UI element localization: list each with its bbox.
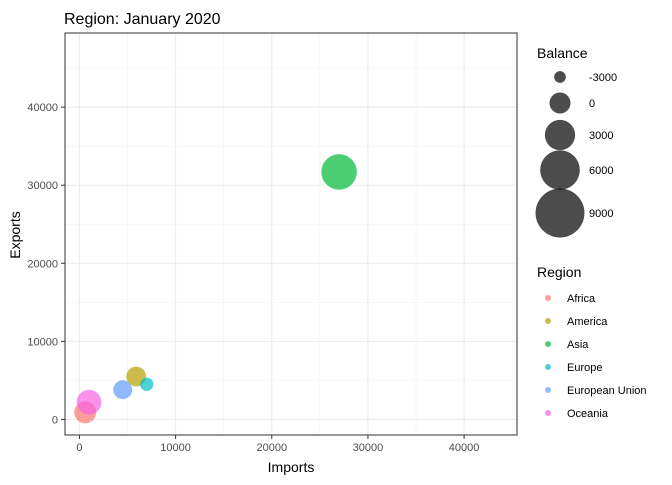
color-legend-key [545,410,551,416]
x-tick-label: 10000 [160,442,191,454]
chart-title: Region: January 2020 [64,11,221,28]
x-axis-label: Imports [268,459,315,475]
color-legend-key [545,295,551,301]
color-legend-key [545,341,551,347]
y-axis-label: Exports [7,211,23,258]
y-tick-label: 0 [52,414,58,426]
size-legend-title: Balance [537,45,588,61]
size-legend-key [549,92,571,114]
size-legend-label: 0 [589,98,595,110]
color-legend-label: Europe [567,362,602,374]
size-legend-key [544,119,576,151]
size-legend-key [554,71,566,83]
color-legend-title: Region [537,264,581,280]
size-legend-label: 3000 [589,130,613,142]
data-point-european-union [113,380,133,400]
x-tick-label: 0 [76,442,82,454]
y-tick-label: 30000 [27,180,58,192]
x-tick-label: 30000 [353,442,384,454]
x-tick-label: 20000 [256,442,287,454]
data-point-oceania [76,389,102,415]
size-legend-label: 6000 [589,165,613,177]
plot-border [64,32,518,436]
color-legend-label: European Union [567,385,647,397]
size-legend-label: 9000 [589,208,613,220]
y-tick-label: 40000 [27,102,58,114]
color-legend-key [545,387,551,393]
y-tick-label: 20000 [27,258,58,270]
color-legend-label: America [567,316,608,328]
plot-area: 0 10000 20000 30000 40000 0 10000 20000 30000 400… [27,32,518,454]
size-legend-key [540,150,580,190]
data-point-asia [321,154,357,190]
color-legend-label: Oceania [567,408,609,420]
color-legend-key [545,364,551,370]
color-legend-label: Africa [567,293,596,305]
legend: Balance Region -3000 0 3000 6000 9000 Africa A… [535,45,647,420]
size-legend-key [535,188,585,238]
x-tick-label: 40000 [449,442,480,454]
color-legend-key [545,318,551,324]
color-legend-label: Asia [567,339,589,351]
data-point-europe [140,377,154,391]
y-tick-label: 10000 [27,336,58,348]
size-legend-label: -3000 [589,72,617,84]
